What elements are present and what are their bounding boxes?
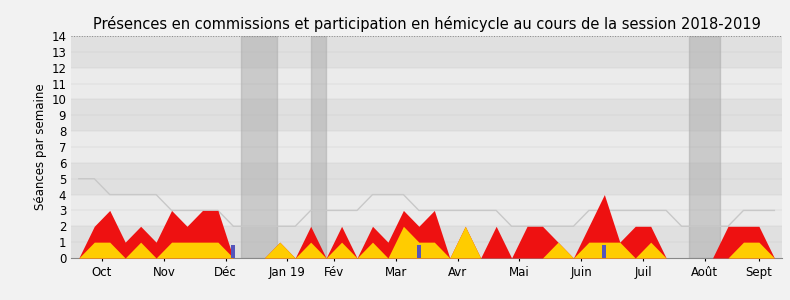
Bar: [603, 244, 606, 258]
Bar: [417, 244, 421, 258]
Bar: [71, 131, 782, 163]
Bar: [71, 99, 782, 131]
Bar: [690, 36, 720, 258]
Bar: [71, 226, 782, 258]
Y-axis label: Séances par semaine: Séances par semaine: [34, 84, 47, 210]
Bar: [231, 244, 235, 258]
Bar: [310, 36, 326, 258]
Bar: [241, 36, 276, 258]
Bar: [71, 68, 782, 99]
Bar: [71, 36, 782, 68]
Bar: [71, 163, 782, 195]
Title: Présences en commissions et participation en hémicycle au cours de la session 20: Présences en commissions et participatio…: [92, 16, 761, 32]
Bar: [71, 195, 782, 226]
